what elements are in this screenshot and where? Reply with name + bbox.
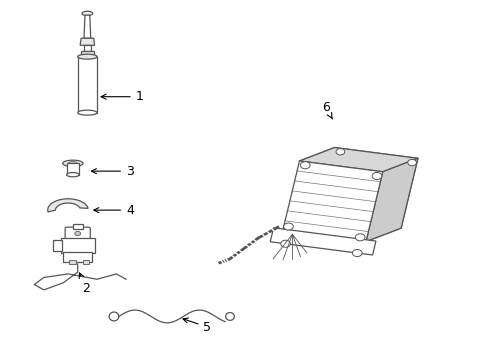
Ellipse shape	[66, 172, 79, 177]
Polygon shape	[365, 158, 417, 242]
Polygon shape	[84, 15, 91, 38]
Circle shape	[75, 231, 81, 236]
Polygon shape	[299, 148, 417, 172]
Polygon shape	[78, 57, 97, 113]
Circle shape	[371, 172, 381, 180]
FancyBboxPatch shape	[73, 224, 82, 229]
FancyBboxPatch shape	[63, 252, 92, 261]
Text: 3: 3	[91, 165, 134, 177]
Ellipse shape	[82, 11, 93, 15]
Circle shape	[335, 149, 344, 155]
Text: 2: 2	[79, 273, 90, 294]
FancyBboxPatch shape	[82, 260, 89, 264]
Polygon shape	[81, 51, 94, 57]
Polygon shape	[270, 228, 375, 255]
Circle shape	[407, 159, 416, 166]
Polygon shape	[48, 199, 88, 212]
Polygon shape	[84, 45, 91, 51]
Ellipse shape	[109, 312, 119, 321]
Ellipse shape	[68, 162, 77, 165]
Circle shape	[355, 234, 364, 241]
Ellipse shape	[78, 54, 97, 59]
Text: 6: 6	[321, 101, 332, 119]
Text: 1: 1	[101, 90, 143, 103]
Circle shape	[300, 162, 309, 169]
Ellipse shape	[62, 160, 83, 167]
Ellipse shape	[225, 312, 234, 320]
Polygon shape	[282, 161, 382, 242]
FancyBboxPatch shape	[66, 163, 79, 175]
FancyBboxPatch shape	[53, 240, 62, 251]
Ellipse shape	[78, 110, 97, 115]
Text: 5: 5	[183, 318, 211, 334]
Circle shape	[283, 223, 293, 230]
Circle shape	[280, 240, 290, 247]
Circle shape	[352, 249, 361, 257]
FancyBboxPatch shape	[65, 227, 90, 240]
FancyBboxPatch shape	[61, 238, 95, 253]
Polygon shape	[80, 38, 95, 45]
Polygon shape	[317, 148, 417, 228]
FancyBboxPatch shape	[69, 260, 76, 264]
Text: 4: 4	[94, 204, 134, 217]
